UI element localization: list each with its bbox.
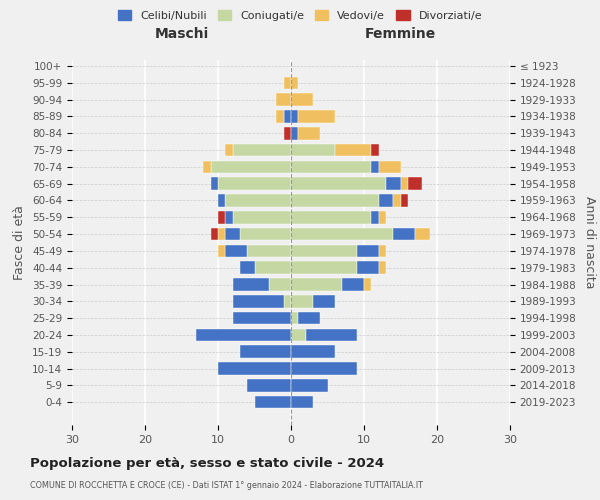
Bar [291, 110, 298, 123]
Bar [247, 379, 291, 392]
Text: Femmine: Femmine [365, 27, 436, 41]
Bar [226, 228, 240, 240]
Bar [218, 362, 291, 375]
Bar [218, 178, 291, 190]
Bar [291, 178, 386, 190]
Bar [277, 110, 284, 123]
Text: Popolazione per età, sesso e stato civile - 2024: Popolazione per età, sesso e stato civil… [30, 458, 384, 470]
Bar [291, 262, 356, 274]
Bar [291, 194, 379, 207]
Bar [226, 194, 291, 207]
Text: Maschi: Maschi [154, 27, 209, 41]
Bar [291, 396, 313, 408]
Bar [218, 211, 226, 224]
Text: COMUNE DI ROCCHETTA E CROCE (CE) - Dati ISTAT 1° gennaio 2024 - Elaborazione TUT: COMUNE DI ROCCHETTA E CROCE (CE) - Dati … [30, 481, 423, 490]
Bar [313, 295, 335, 308]
Bar [371, 144, 379, 156]
Bar [379, 262, 386, 274]
Bar [284, 110, 291, 123]
Bar [218, 194, 226, 207]
Bar [284, 295, 291, 308]
Bar [335, 144, 371, 156]
Bar [211, 178, 218, 190]
Bar [233, 312, 291, 324]
Bar [379, 244, 386, 257]
Bar [254, 262, 291, 274]
Bar [291, 379, 328, 392]
Bar [254, 396, 291, 408]
Bar [291, 94, 313, 106]
Bar [401, 178, 408, 190]
Bar [386, 178, 401, 190]
Bar [291, 278, 342, 291]
Y-axis label: Anni di nascita: Anni di nascita [583, 196, 596, 289]
Bar [291, 312, 298, 324]
Bar [218, 244, 226, 257]
Bar [291, 76, 298, 89]
Bar [291, 295, 313, 308]
Bar [218, 228, 226, 240]
Bar [284, 76, 291, 89]
Bar [379, 160, 401, 173]
Bar [342, 278, 364, 291]
Y-axis label: Fasce di età: Fasce di età [13, 205, 26, 280]
Bar [298, 312, 320, 324]
Bar [233, 295, 284, 308]
Bar [291, 346, 335, 358]
Legend: Celibi/Nubili, Coniugati/e, Vedovi/e, Divorziati/e: Celibi/Nubili, Coniugati/e, Vedovi/e, Di… [113, 6, 487, 25]
Bar [401, 194, 408, 207]
Bar [379, 194, 393, 207]
Bar [291, 211, 371, 224]
Bar [393, 194, 401, 207]
Bar [247, 244, 291, 257]
Bar [277, 94, 291, 106]
Bar [203, 160, 211, 173]
Bar [356, 244, 379, 257]
Bar [284, 127, 291, 140]
Bar [371, 211, 379, 224]
Bar [371, 160, 379, 173]
Bar [196, 328, 291, 341]
Bar [226, 244, 247, 257]
Bar [415, 228, 430, 240]
Bar [233, 278, 269, 291]
Bar [298, 127, 320, 140]
Bar [291, 228, 393, 240]
Bar [305, 328, 357, 341]
Bar [240, 228, 291, 240]
Bar [226, 211, 233, 224]
Bar [269, 278, 291, 291]
Bar [291, 127, 298, 140]
Bar [226, 144, 233, 156]
Bar [240, 262, 254, 274]
Bar [291, 160, 371, 173]
Bar [298, 110, 335, 123]
Bar [240, 346, 291, 358]
Bar [408, 178, 422, 190]
Bar [364, 278, 371, 291]
Bar [379, 211, 386, 224]
Bar [291, 244, 356, 257]
Bar [233, 211, 291, 224]
Bar [356, 262, 379, 274]
Bar [393, 228, 415, 240]
Bar [291, 144, 335, 156]
Bar [291, 362, 356, 375]
Bar [291, 328, 305, 341]
Bar [233, 144, 291, 156]
Bar [211, 228, 218, 240]
Bar [211, 160, 291, 173]
